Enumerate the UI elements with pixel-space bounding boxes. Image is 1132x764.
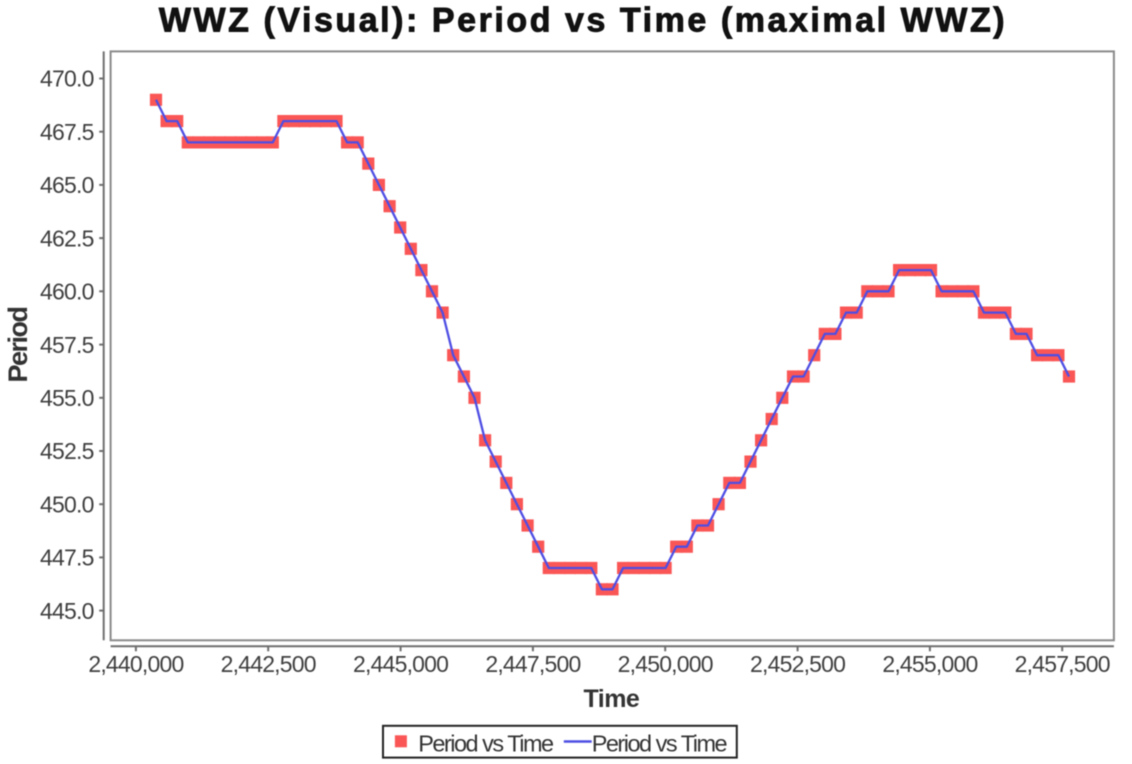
svg-text:2,450,000: 2,450,000 xyxy=(618,651,713,677)
svg-text:457.5: 457.5 xyxy=(40,332,94,358)
svg-text:462.5: 462.5 xyxy=(40,225,94,251)
svg-text:2,455,000: 2,455,000 xyxy=(882,651,977,677)
svg-text:2,447,500: 2,447,500 xyxy=(485,651,580,677)
svg-text:450.0: 450.0 xyxy=(40,491,94,517)
svg-text:2,440,000: 2,440,000 xyxy=(88,651,183,677)
svg-text:2,442,500: 2,442,500 xyxy=(221,651,316,677)
svg-text:WWZ (Visual): Period vs Time (: WWZ (Visual): Period vs Time (maximal WW… xyxy=(159,2,1007,40)
svg-text:470.0: 470.0 xyxy=(40,66,94,92)
svg-text:Period vs Time: Period vs Time xyxy=(592,730,728,756)
svg-text:465.0: 465.0 xyxy=(40,172,94,198)
svg-text:452.5: 452.5 xyxy=(40,438,94,464)
svg-text:455.0: 455.0 xyxy=(40,385,94,411)
svg-text:460.0: 460.0 xyxy=(40,279,94,305)
svg-text:467.5: 467.5 xyxy=(40,119,94,145)
svg-text:Period vs Time: Period vs Time xyxy=(418,730,554,756)
svg-text:445.0: 445.0 xyxy=(40,598,94,624)
svg-text:2,445,000: 2,445,000 xyxy=(353,651,448,677)
svg-text:2,457,500: 2,457,500 xyxy=(1015,651,1110,677)
svg-text:Time: Time xyxy=(583,685,639,713)
svg-text:Period: Period xyxy=(3,307,33,382)
svg-text:2,452,500: 2,452,500 xyxy=(750,651,845,677)
svg-text:447.5: 447.5 xyxy=(40,545,94,571)
